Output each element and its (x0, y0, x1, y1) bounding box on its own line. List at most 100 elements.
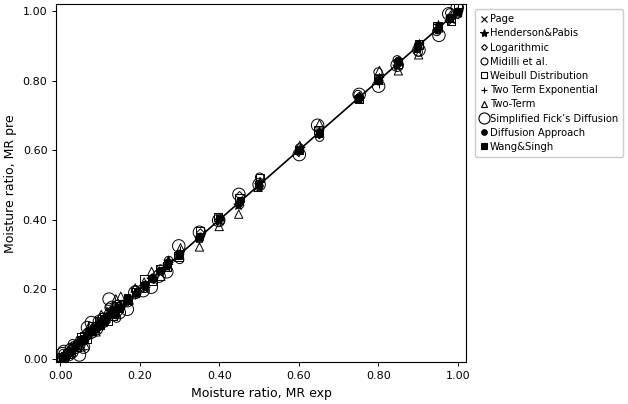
Point (82, 330, 92, 337)
Point (147, 274, 157, 281)
Point (413, 41, 423, 48)
Point (315, 120, 325, 127)
Point (253, 181, 263, 187)
Point (107, 313, 117, 319)
Point (146, 268, 156, 275)
Point (106, 311, 116, 317)
Point (162, 263, 172, 270)
Point (173, 253, 183, 260)
Point (116, 303, 126, 309)
Point (104, 296, 114, 302)
Point (234, 192, 244, 199)
Point (235, 202, 245, 208)
Point (453, 11, 463, 17)
Point (354, 91, 364, 98)
Point (92, 325, 102, 332)
Point (354, 93, 364, 99)
Point (214, 217, 224, 223)
Point (57, 355, 67, 361)
Point (114, 301, 124, 308)
Point (148, 278, 158, 284)
Point (99, 315, 109, 322)
Point (57, 350, 67, 357)
Point (174, 243, 184, 249)
Point (100, 316, 110, 322)
Point (154, 273, 164, 279)
Point (374, 77, 384, 84)
Point (413, 41, 423, 48)
Point (80, 337, 90, 343)
Point (154, 269, 165, 275)
Point (64, 348, 74, 355)
Point (78, 344, 89, 350)
Point (67, 349, 77, 355)
Point (255, 179, 265, 186)
Point (254, 181, 264, 187)
Point (87, 326, 97, 333)
Point (86, 328, 96, 334)
Point (453, 8, 463, 15)
Point (163, 257, 173, 263)
Point (131, 288, 141, 295)
Point (80, 342, 90, 349)
Point (414, 47, 424, 53)
Point (96, 311, 106, 318)
Point (123, 296, 133, 303)
Point (122, 306, 133, 312)
Point (130, 289, 140, 296)
Point (313, 122, 323, 128)
Point (75, 336, 85, 343)
Point (254, 177, 264, 184)
Point (162, 269, 172, 275)
Point (122, 299, 133, 305)
Point (138, 283, 148, 290)
Point (78, 337, 89, 343)
Point (453, 4, 463, 11)
Point (214, 215, 224, 222)
Point (174, 250, 184, 257)
Point (63, 351, 73, 358)
Point (122, 297, 133, 303)
Point (413, 49, 423, 55)
Point (294, 145, 304, 152)
Point (193, 234, 203, 241)
Point (59, 353, 69, 359)
Point (293, 149, 303, 156)
Point (373, 78, 383, 84)
Point (84, 328, 94, 334)
Point (374, 83, 384, 89)
Point (102, 314, 112, 320)
Point (99, 316, 109, 322)
Point (94, 318, 104, 325)
Point (163, 261, 173, 267)
Point (91, 323, 101, 329)
Point (115, 305, 125, 312)
Point (353, 96, 363, 103)
Point (255, 175, 265, 181)
Point (111, 306, 121, 313)
Point (446, 15, 456, 22)
Point (67, 347, 77, 353)
Y-axis label: Moisture ratio, MR pre: Moisture ratio, MR pre (4, 114, 17, 252)
Point (67, 349, 77, 356)
Point (446, 12, 456, 19)
Point (195, 233, 205, 240)
Point (87, 327, 97, 334)
Point (315, 130, 325, 137)
Point (87, 323, 97, 330)
Point (432, 26, 442, 32)
Point (155, 266, 165, 272)
Point (154, 267, 164, 273)
Point (91, 326, 101, 332)
Point (91, 326, 101, 333)
Point (76, 338, 86, 345)
Point (453, 12, 463, 18)
Point (104, 312, 114, 319)
Point (57, 356, 67, 362)
Point (352, 96, 362, 103)
Point (236, 198, 246, 204)
Point (295, 145, 305, 152)
Point (414, 52, 424, 58)
Point (453, 10, 463, 16)
Point (148, 276, 158, 282)
